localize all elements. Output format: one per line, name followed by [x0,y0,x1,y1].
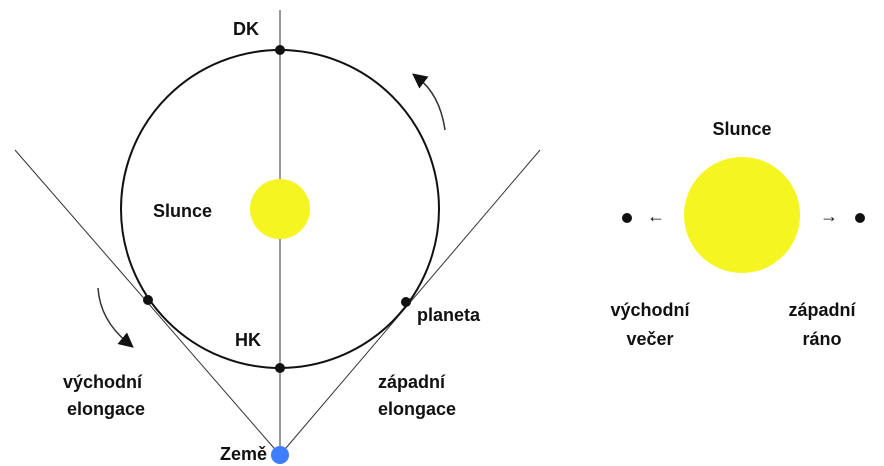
sun [684,157,800,273]
planet-dot [855,213,865,223]
label: elongace [378,399,456,419]
label: elongace [67,399,145,419]
earth [271,446,289,464]
label: východní [63,372,143,392]
right-diagram: Slunce ← → východní večer západní ráno [610,119,865,349]
arrow: → [820,206,838,226]
left-diagram: DK Slunce HK planeta západní elongace vý… [14,10,541,464]
point-dk [275,45,285,55]
sun [250,179,310,239]
label: planeta [417,305,481,325]
motion-arrow [97,287,134,348]
point-west [401,297,411,307]
label: ráno [802,329,841,349]
label: Slunce [712,119,771,139]
point-hk [275,363,285,373]
label: DK [233,19,259,39]
arrow: ← [647,206,665,226]
label: večer [626,329,673,349]
label: Země [220,444,267,464]
label: HK [235,330,261,350]
point-east [143,295,153,305]
motion-arrow [412,73,446,131]
label: Slunce [153,201,212,221]
label: východní [610,300,690,320]
planet-dot [622,213,632,223]
label: západní [788,300,856,320]
label: západní [378,372,446,392]
